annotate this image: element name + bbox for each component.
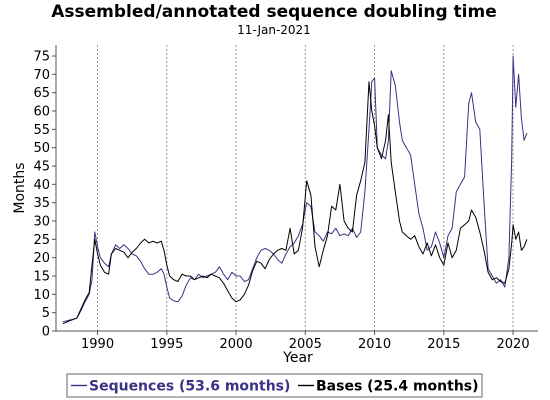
y-tick-label-30: 30 [33,215,50,230]
legend-box [66,373,483,398]
y-tick-label-75: 75 [33,50,50,65]
chart-subtitle: 11-Jan-2021 [237,23,311,37]
x-tick-label-1990: 1990 [81,337,114,352]
chart-title: Assembled/annotated sequence doubling ti… [51,2,496,22]
bases-line [62,81,528,325]
legend: Sequences (53.6 months) Bases (25.4 mont… [66,373,483,398]
legend-label-bases: Bases (25.4 months) [316,379,479,395]
x-tick-label-2005: 2005 [289,337,322,352]
plot-background [56,45,538,331]
y-tick-label-5: 5 [42,306,50,321]
y-tick-label-50: 50 [33,141,50,156]
y-tick-label-35: 35 [33,196,50,211]
y-axis-ticks: 0 5 10 15 20 25 30 35 40 45 50 55 60 65 70 75 [33,50,56,340]
y-tick-label-10: 10 [33,288,50,303]
x-tick-label-2010: 2010 [358,337,391,352]
y-tick-label-15: 15 [33,270,50,285]
x-tick-label-2020: 2020 [497,337,530,352]
y-tick-label-45: 45 [33,160,50,175]
plot-area: 1990 1995 2000 2005 2010 2015 2020 0 5 10 15 20 25 3… [33,45,538,352]
y-tick-label-60: 60 [33,105,50,120]
y-tick-label-40: 40 [33,178,50,193]
y-axis-label: Months [12,162,28,213]
legend-label-sequences: Sequences (53.6 months) [89,379,290,395]
y-tick-label-70: 70 [33,68,50,83]
y-tick-label-55: 55 [33,123,50,138]
y-tick-label-25: 25 [33,233,50,248]
x-axis-label: Year [282,350,313,366]
series-lines [62,55,528,325]
y-tick-label-0: 0 [42,325,50,340]
y-tick-label-20: 20 [33,251,50,266]
x-tick-label-2015: 2015 [427,337,460,352]
y-tick-label-65: 65 [33,86,50,101]
x-tick-label-1995: 1995 [150,337,183,352]
x-tick-label-2000: 2000 [220,337,253,352]
x-axis-ticks: 1990 1995 2000 2005 2010 2015 2020 [81,331,530,352]
